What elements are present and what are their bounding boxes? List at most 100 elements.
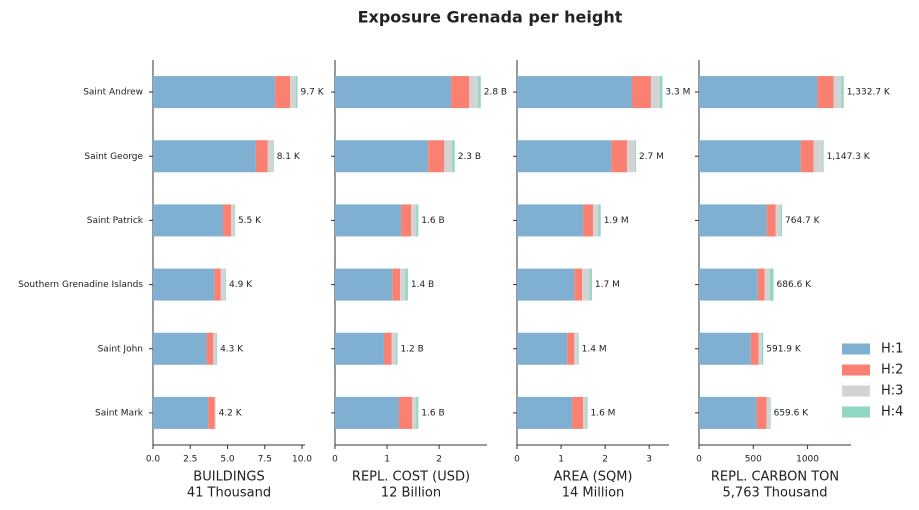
bar-segment bbox=[290, 76, 297, 109]
bar-segment bbox=[758, 332, 762, 365]
bar-segment bbox=[574, 332, 578, 365]
bar-segment bbox=[395, 332, 398, 365]
bar-segment bbox=[216, 332, 218, 365]
bar-segment bbox=[272, 140, 274, 173]
x-axis-sublabel: 12 Billion bbox=[381, 486, 441, 501]
bar-segment bbox=[631, 76, 651, 109]
legend-label: H:3 bbox=[881, 384, 903, 399]
bar-segment bbox=[405, 268, 408, 301]
bar-segment bbox=[699, 76, 818, 109]
bar-segment bbox=[255, 140, 268, 173]
chart-title: Exposure Grenada per height bbox=[358, 8, 623, 27]
bar-segment bbox=[699, 268, 758, 301]
bar-segment bbox=[411, 204, 417, 237]
bar-segment bbox=[214, 396, 216, 429]
bar-segment bbox=[416, 396, 419, 429]
bar-segment bbox=[813, 140, 823, 173]
bar-segment bbox=[699, 332, 751, 365]
total-label: 659.6 K bbox=[774, 408, 810, 418]
bar-segment bbox=[213, 332, 217, 365]
x-tick-label: 0.0 bbox=[146, 455, 161, 465]
bar-segment bbox=[764, 268, 770, 301]
total-label: 9.7 K bbox=[301, 88, 325, 98]
bar-segment bbox=[567, 332, 575, 365]
bar-segment bbox=[635, 140, 636, 173]
x-axis-label: AREA (SQM) bbox=[553, 470, 632, 485]
bar-segment bbox=[220, 268, 226, 301]
total-label: 4.3 K bbox=[220, 344, 244, 354]
bar-segment bbox=[699, 204, 767, 237]
bar-segment bbox=[517, 140, 612, 173]
total-label: 686.6 K bbox=[777, 280, 813, 290]
total-label: 1,332.7 K bbox=[847, 88, 891, 98]
total-label: 1.4 M bbox=[582, 344, 607, 354]
total-label: 591.9 K bbox=[766, 344, 802, 354]
total-label: 3.3 M bbox=[665, 88, 690, 98]
y-tick-label: Saint John bbox=[98, 344, 143, 354]
x-tick-label: 7.5 bbox=[258, 455, 272, 465]
x-tick-label: 3 bbox=[646, 455, 652, 465]
y-tick-label: Saint Andrew bbox=[83, 88, 143, 98]
bar-segment bbox=[412, 396, 417, 429]
bar-segment bbox=[775, 204, 781, 237]
total-label: 1.6 B bbox=[421, 216, 444, 226]
bar-segment bbox=[416, 204, 419, 237]
total-label: 8.1 K bbox=[277, 152, 301, 162]
legend-swatch bbox=[842, 364, 870, 376]
bar-segment bbox=[841, 76, 844, 109]
legend-label: H:1 bbox=[881, 342, 903, 357]
bar-segment bbox=[761, 332, 764, 365]
total-label: 4.9 K bbox=[229, 280, 253, 290]
bar-segment bbox=[766, 204, 776, 237]
total-label: 1.9 M bbox=[604, 216, 629, 226]
bar-segment bbox=[444, 140, 453, 173]
bar-segment bbox=[822, 140, 824, 173]
bar-segment bbox=[577, 332, 579, 365]
bar-segment bbox=[153, 76, 276, 109]
total-label: 1.6 M bbox=[590, 408, 615, 418]
bar-segment bbox=[400, 268, 406, 301]
bar-segment bbox=[659, 76, 663, 109]
bar-segment bbox=[517, 204, 584, 237]
bar-segment bbox=[769, 268, 774, 301]
bar-segment bbox=[335, 396, 400, 429]
x-axis-label: BUILDINGS bbox=[193, 470, 264, 485]
total-label: 4.2 K bbox=[219, 408, 243, 418]
bar-segment bbox=[517, 76, 632, 109]
total-label: 1.2 B bbox=[400, 344, 423, 354]
y-tick-label: Saint Patrick bbox=[87, 216, 144, 226]
bar-segment bbox=[223, 204, 232, 237]
bar-segment bbox=[586, 396, 588, 429]
x-axis-sublabel: 41 Thousand bbox=[187, 486, 271, 501]
total-label: 2.3 B bbox=[458, 152, 481, 162]
bar-segment bbox=[452, 140, 455, 173]
bar-segment bbox=[296, 76, 298, 109]
total-label: 1.7 M bbox=[595, 280, 620, 290]
total-label: 764.7 K bbox=[785, 216, 821, 226]
bar-segment bbox=[769, 396, 771, 429]
bar-segment bbox=[572, 396, 584, 429]
total-label: 1.6 B bbox=[421, 408, 444, 418]
bar-segment bbox=[153, 268, 215, 301]
bar-segment bbox=[800, 140, 814, 173]
x-axis-sublabel: 14 Million bbox=[562, 486, 625, 501]
bar-segment bbox=[234, 204, 235, 237]
x-tick-label: 2 bbox=[436, 455, 442, 465]
bar-segment bbox=[153, 396, 209, 429]
legend-swatch bbox=[842, 343, 870, 355]
bar-segment bbox=[469, 76, 479, 109]
x-tick-label: 500 bbox=[745, 455, 762, 465]
bar-segment bbox=[699, 140, 801, 173]
x-tick-label: 0 bbox=[514, 455, 520, 465]
bar-segment bbox=[750, 332, 759, 365]
bar-segment bbox=[766, 396, 770, 429]
bar-segment bbox=[574, 268, 583, 301]
bar-segment bbox=[833, 76, 842, 109]
bar-segment bbox=[401, 204, 411, 237]
bar-segment bbox=[225, 268, 227, 301]
x-tick-label: 2.5 bbox=[183, 455, 197, 465]
bar-segment bbox=[335, 76, 452, 109]
bar-segment bbox=[583, 204, 594, 237]
bar-segment bbox=[392, 268, 401, 301]
